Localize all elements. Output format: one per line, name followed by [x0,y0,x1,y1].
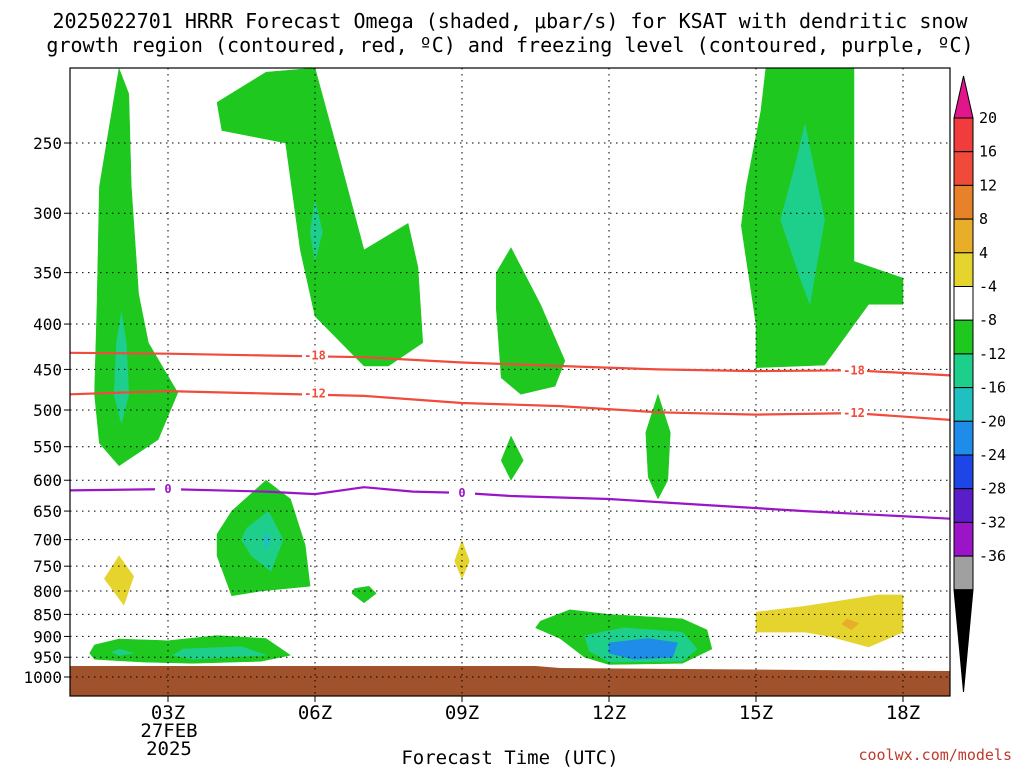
y-tick-label-500: 500 [33,401,62,420]
x-axis-ticks: 03Z 06Z 09Z 12Z 15Z 18Z [151,696,920,724]
colorbar-label-7: -12 [979,345,1006,363]
x-tick-label-12Z: 12Z [592,702,626,724]
contour-label-freezing_0-0: 0 [164,482,171,496]
y-tick-label-950: 950 [33,648,62,667]
colorbar-segment-1 [953,151,974,186]
y-tick-label-350: 350 [33,264,62,283]
omega-region-2 [216,67,424,367]
contour-dendritic_-12 [69,389,951,421]
contour-lines: -18 -18 -12 -12 0 0 [69,348,951,520]
y-tick-label-250: 250 [33,134,62,153]
y-tick-label-400: 400 [33,315,62,334]
y-tick-label-700: 700 [33,531,62,550]
y-tick-label-1000: 1000 [23,668,62,687]
omega-region-23 [841,618,860,631]
colorbar-segment-7 [953,353,974,389]
colorbar-segment-4 [953,252,974,288]
chart-title-line-1: 2025022701 HRRR Forecast Omega (shaded, … [52,9,968,33]
y-tick-label-900: 900 [33,627,62,646]
y-tick-label-750: 750 [33,557,62,576]
colorbar: 20 16 12 8 4 -4 -8 -12 -16 -20 -24 -28 -32 -36 [953,75,1006,693]
colorbar-label-1: 16 [979,143,997,161]
omega-region-5 [500,435,524,481]
x-tick-label-18Z: 18Z [886,702,920,724]
colorbar-segment-0 [953,117,974,153]
colorbar-label-13: -36 [979,547,1006,565]
x-tick-label-09Z: 09Z [445,702,479,724]
colorbar-label-5: -4 [979,278,997,296]
colorbar-segment-3 [953,218,974,254]
x-tick-label-15Z: 15Z [739,702,773,724]
colorbar-label-11: -28 [979,480,1006,498]
ground-fill [70,666,950,696]
plot-frame [69,67,951,697]
y-tick-label-850: 850 [33,605,62,624]
colorbar-segment-6 [953,319,974,355]
omega-region-4 [496,247,566,395]
y-axis-ticks: 250 300 350 400 450 500 550 600 650 700 750 800 850 9… [23,134,70,687]
y-tick-label-600: 600 [33,471,62,490]
contour-freezing_0 [69,486,951,520]
contour-label-dendritic_-18-1: -18 [843,363,865,377]
x-tick-label-06Z: 06Z [298,702,332,724]
contour-label-bg-dendritic_-12-0 [302,386,328,401]
colorbar-label-0: 20 [979,109,997,127]
colorbar-label-12: -32 [979,513,1006,531]
colorbar-segment-12 [953,521,974,557]
omega-region-11 [263,530,272,552]
credit-link[interactable]: coolwx.com/models [858,746,1012,764]
omega-region-21 [627,642,674,656]
colorbar-segment-11 [953,488,974,523]
colorbar-segment-5 [953,286,974,321]
colorbar-label-4: 4 [979,244,988,262]
contour-dendritic_-18 [69,351,951,377]
y-tick-label-550: 550 [33,438,62,457]
omega-region-12 [351,585,377,604]
x-axis-label: Forecast Time (UTC) [401,747,618,768]
contour-label-dendritic_-18-0: -18 [304,348,326,362]
chart-title-line-2: growth region (contoured, red, ºC) and f… [46,33,973,57]
contour-label-dendritic_-12-1: -12 [843,406,865,420]
contour-label-dendritic_-12-0: -12 [304,386,326,400]
colorbar-segment-8 [953,387,974,422]
colorbar-segment-2 [953,184,974,220]
colorbar-bottom-arrow [953,589,974,693]
grid-lines [70,68,950,696]
contour-label-bg-freezing_0-1 [449,485,475,500]
colorbar-segment-10 [953,454,974,490]
colorbar-label-8: -16 [979,379,1006,397]
colorbar-label-9: -20 [979,412,1006,430]
ground-layer [70,666,950,696]
contour-label-bg-dendritic_-18-0 [302,348,328,363]
x-tick-label-03Z: 03Z [151,702,185,724]
y-tick-label-300: 300 [33,204,62,223]
date-label-day: 27FEB [140,720,197,742]
colorbar-label-10: -24 [979,446,1006,464]
omega-region-22 [755,594,904,648]
date-label-year: 2025 [146,738,192,760]
y-tick-label-650: 650 [33,502,62,521]
colorbar-segment-13 [953,555,974,591]
plot-area: -18 -18 -12 -12 0 0 [69,67,951,697]
colorbar-label-6: -8 [979,311,997,329]
omega-region-1 [113,312,130,424]
omega-region-8 [780,124,825,306]
y-tick-label-450: 450 [33,360,62,379]
contour-label-freezing_0-1: 0 [458,486,465,500]
contour-label-bg-dendritic_-12-1 [841,406,867,421]
colorbar-top-arrow [953,75,974,119]
contour-label-bg-freezing_0-0 [155,482,181,497]
omega-shading [89,67,904,665]
colorbar-segment-9 [953,420,974,456]
colorbar-label-3: 8 [979,210,988,228]
colorbar-label-2: 12 [979,176,997,194]
contour-label-bg-dendritic_-18-1 [841,363,867,378]
omega-region-16 [111,648,134,656]
omega-region-17 [172,646,267,660]
y-tick-label-800: 800 [33,582,62,601]
omega-region-13 [103,555,134,606]
